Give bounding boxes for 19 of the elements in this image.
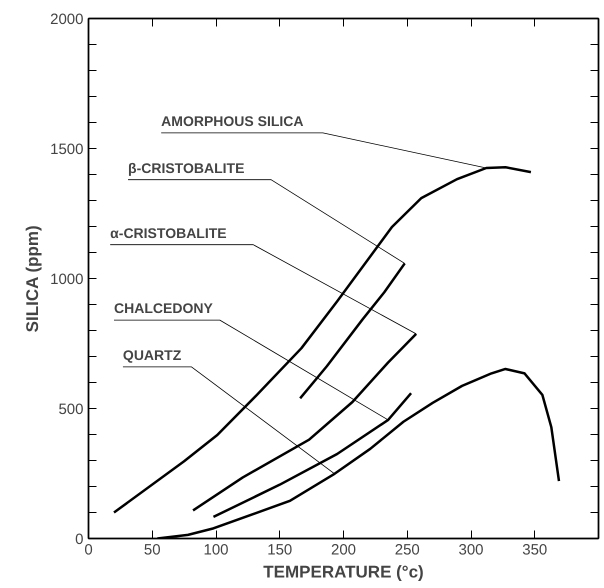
- x-tick-label: 150: [267, 542, 292, 558]
- y-tick-label: 1500: [50, 141, 84, 158]
- text: QUARTZ: [122, 347, 182, 363]
- text: CHALCEDONY: [114, 300, 214, 316]
- text: AMORPHOUS SILICA: [161, 113, 304, 129]
- y-tick-label: 2000: [50, 11, 84, 28]
- x-tick-label: 100: [203, 542, 229, 558]
- x-tick-label: 200: [330, 542, 356, 558]
- y-axis-title: SILICA (ppm): [23, 225, 42, 332]
- x-tick-label: 300: [458, 542, 484, 558]
- x-tick-label: 50: [144, 542, 161, 558]
- text: β-CRISTOBALITE: [128, 160, 244, 176]
- y-tick-label: 1000: [50, 271, 84, 288]
- x-tick-label: 250: [394, 542, 420, 558]
- x-tick-label: 350: [522, 542, 548, 558]
- y-tick-label: 500: [58, 401, 84, 418]
- x-axis-title: TEMPERATURE (°c): [263, 562, 424, 582]
- text: α-CRISTOBALITE: [110, 224, 227, 241]
- y-tick-label: 0: [75, 531, 84, 548]
